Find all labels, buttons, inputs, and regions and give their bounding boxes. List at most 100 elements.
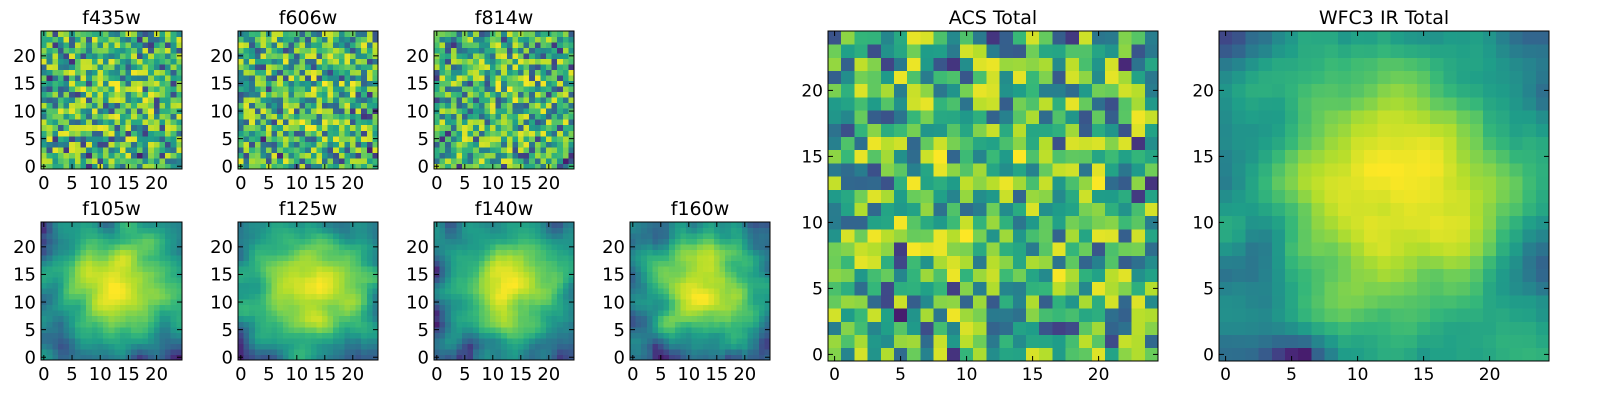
heatmap-cell xyxy=(108,299,115,306)
heatmap-cell xyxy=(557,293,564,300)
heatmap-cell xyxy=(238,277,244,284)
heatmap-cell xyxy=(148,332,155,339)
heatmap-cell xyxy=(142,255,149,262)
heatmap-cell xyxy=(97,86,104,93)
heatmap-cell xyxy=(669,260,676,267)
heatmap-cell xyxy=(119,321,126,328)
heatmap-cell xyxy=(131,152,138,159)
heatmap-cell xyxy=(534,299,541,306)
heatmap-cell xyxy=(153,86,160,93)
heatmap-cell xyxy=(338,266,345,273)
heatmap-cell xyxy=(316,135,323,142)
heatmap-cell xyxy=(366,80,373,87)
heatmap-cell xyxy=(271,282,278,289)
heatmap-cell xyxy=(702,249,709,256)
heatmap-cell xyxy=(445,31,452,37)
x-tick-label: 5 xyxy=(655,364,666,385)
heatmap-cell xyxy=(512,354,519,361)
heatmap-cell xyxy=(305,163,312,170)
heatmap-cell xyxy=(557,271,564,278)
heatmap-cell xyxy=(249,75,256,82)
heatmap-cell xyxy=(148,141,155,148)
heatmap-cell xyxy=(725,310,732,317)
heatmap-cell xyxy=(366,163,373,170)
heatmap-cell xyxy=(103,64,110,71)
heatmap-cell xyxy=(282,310,289,317)
heatmap-cell xyxy=(338,326,345,333)
heatmap-cell xyxy=(260,266,267,273)
heatmap-cell xyxy=(119,310,126,317)
heatmap-cell xyxy=(1012,255,1027,269)
heatmap-cell xyxy=(658,348,664,355)
heatmap-cell xyxy=(557,91,564,98)
heatmap-cell xyxy=(568,293,575,300)
heatmap-cell xyxy=(894,202,908,217)
heatmap-cell xyxy=(714,304,720,311)
heatmap-cell xyxy=(439,135,446,142)
heatmap-cell xyxy=(674,321,681,328)
heatmap-cell xyxy=(148,80,155,87)
heatmap-cell xyxy=(646,271,653,278)
heatmap-cell xyxy=(294,113,300,120)
heatmap-cell xyxy=(933,149,948,164)
heatmap-cell xyxy=(254,249,261,256)
heatmap-cell xyxy=(69,326,76,333)
heatmap-cell xyxy=(630,260,636,267)
heatmap-cell xyxy=(854,334,868,349)
heatmap-cell xyxy=(153,310,160,317)
heatmap-cell xyxy=(854,242,868,256)
heatmap-cell xyxy=(131,271,138,278)
heatmap-cell xyxy=(80,141,87,148)
heatmap-cell xyxy=(46,244,53,250)
heatmap-cell xyxy=(473,146,480,153)
heatmap-cell xyxy=(260,321,267,328)
heatmap-cell xyxy=(960,308,974,322)
heatmap-cell xyxy=(551,146,558,153)
heatmap-cell xyxy=(646,277,653,284)
heatmap-cell xyxy=(462,119,468,126)
heatmap-cell xyxy=(495,354,502,361)
heatmap-cell xyxy=(333,86,340,93)
heatmap-cell xyxy=(103,238,110,245)
heatmap-cell xyxy=(108,146,115,153)
heatmap-cell xyxy=(534,293,541,300)
heatmap-cell xyxy=(1105,321,1119,335)
heatmap-cell xyxy=(91,31,98,37)
heatmap-cell xyxy=(434,233,440,239)
heatmap-cell xyxy=(473,304,480,311)
heatmap-cell xyxy=(327,36,334,43)
heatmap-cell xyxy=(523,271,530,278)
heatmap-cell xyxy=(170,233,177,239)
heatmap-cell xyxy=(80,64,87,71)
heatmap-cell xyxy=(366,69,373,76)
heatmap-cell xyxy=(165,64,172,71)
heatmap-cell xyxy=(652,343,659,350)
heatmap-cell xyxy=(176,304,183,311)
heatmap-cell xyxy=(260,354,267,361)
heatmap-cell xyxy=(506,58,513,65)
heatmap-cell xyxy=(529,152,536,159)
heatmap-cell xyxy=(986,281,1000,296)
heatmap-cell xyxy=(366,299,373,306)
heatmap-cell xyxy=(260,222,267,228)
heatmap-cell xyxy=(254,69,261,76)
heatmap-cell xyxy=(1144,268,1159,283)
heatmap-cell xyxy=(299,146,306,153)
heatmap-cell xyxy=(557,108,564,115)
heatmap-cell xyxy=(1105,189,1119,203)
y-tick-label: 0 xyxy=(418,348,429,369)
heatmap-cell xyxy=(562,124,569,131)
heatmap-cell xyxy=(136,130,143,137)
heatmap-cell xyxy=(103,260,110,267)
heatmap-cell xyxy=(518,36,524,43)
heatmap-cell xyxy=(445,102,452,109)
heatmap-cell xyxy=(103,271,110,278)
heatmap-cell xyxy=(529,157,536,164)
heatmap-cell xyxy=(691,277,698,284)
heatmap-cell xyxy=(439,141,446,148)
heatmap-cell xyxy=(529,146,536,153)
heatmap-cell xyxy=(730,304,737,311)
heatmap-cell xyxy=(546,282,552,289)
heatmap-cell xyxy=(562,222,569,228)
heatmap-cell xyxy=(568,266,575,273)
